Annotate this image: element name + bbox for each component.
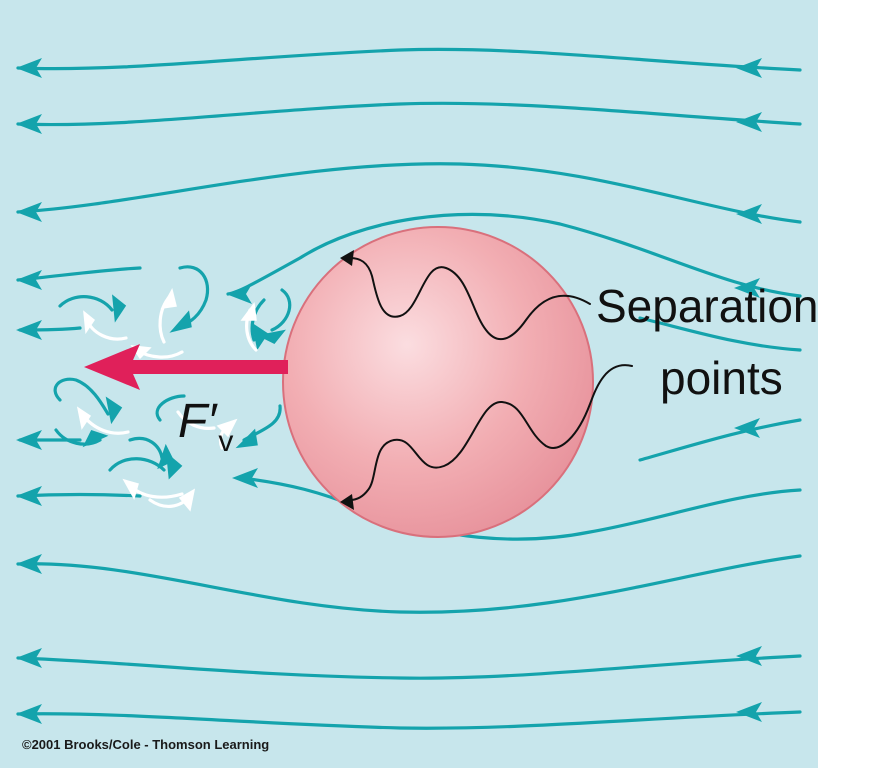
- wake-streamline-stubs: [18, 326, 82, 442]
- force-subscript: v: [218, 425, 234, 458]
- arrowhead: [16, 202, 42, 222]
- streamline-6: [638, 418, 802, 462]
- copyright-notice: ©2001 Brooks/Cole - Thomson Learning: [22, 737, 270, 752]
- streamlines: [16, 47, 802, 730]
- streamline-arrowheads: [16, 58, 762, 724]
- arrowhead: [734, 418, 760, 438]
- streamline-4: [226, 212, 802, 298]
- drag-force-arrow: [84, 344, 288, 390]
- arrowhead: [16, 270, 42, 290]
- separation-label-line2: points: [660, 352, 783, 404]
- wake-eddies: [53, 265, 292, 512]
- right-margin: [818, 0, 880, 768]
- streamline-3: [16, 162, 802, 224]
- pointer-upper: [349, 257, 591, 341]
- arrowhead: [16, 704, 42, 724]
- streamline-10: [16, 710, 802, 730]
- arrowhead: [16, 114, 42, 134]
- streamline-8: [16, 554, 802, 614]
- lower-separation-arrowhead: [340, 494, 354, 510]
- streamline-5: [638, 316, 802, 352]
- arrowhead: [736, 702, 762, 722]
- streamline-7: [240, 476, 802, 541]
- force-label: F′v: [178, 395, 233, 459]
- arrowhead: [16, 486, 42, 506]
- separation-pointers: [349, 257, 633, 501]
- arrowhead: [16, 58, 42, 78]
- streamline-2: [16, 101, 802, 127]
- streamline-1: [16, 47, 802, 72]
- separation-label-line1: Separation: [596, 280, 819, 332]
- arrowhead: [736, 204, 762, 224]
- arrowhead: [736, 112, 762, 132]
- arrowhead: [16, 648, 42, 668]
- upper-separation-arrowhead: [340, 250, 354, 266]
- arrowhead: [734, 278, 760, 298]
- arrowhead: [16, 554, 42, 574]
- arrowhead: [736, 58, 762, 78]
- arrowhead: [736, 646, 762, 666]
- separation-point-markers: [340, 250, 354, 510]
- arrowhead: [226, 284, 252, 304]
- streamline-9: [16, 654, 802, 680]
- sphere: [282, 226, 594, 538]
- arrowhead: [232, 468, 258, 488]
- pointer-lower: [349, 364, 633, 501]
- force-symbol: F′: [178, 395, 217, 448]
